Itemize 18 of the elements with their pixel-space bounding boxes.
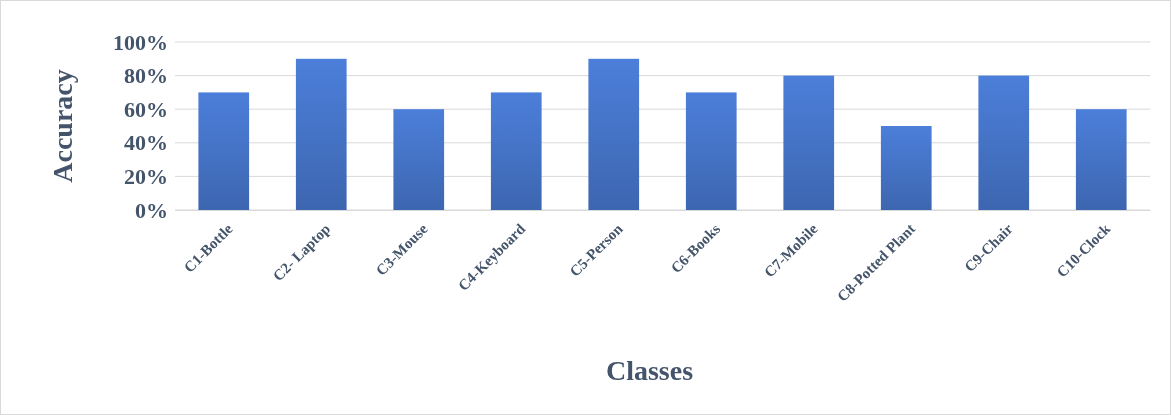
bar <box>783 75 835 210</box>
y-tick-label: 80% <box>124 63 168 89</box>
bar <box>295 58 347 210</box>
x-axis-title: Classes <box>605 355 694 386</box>
bar <box>1075 109 1127 210</box>
bar <box>393 109 445 210</box>
y-axis-title: Accuracy <box>47 69 78 183</box>
bar <box>588 58 640 210</box>
bar <box>198 92 250 210</box>
bar <box>880 126 932 210</box>
bar <box>685 92 737 210</box>
bar <box>490 92 542 210</box>
y-tick-label: 60% <box>124 96 168 122</box>
y-tick-label: 40% <box>124 130 168 156</box>
bar <box>978 75 1030 210</box>
y-tick-label: 0% <box>135 197 168 223</box>
y-tick-label: 20% <box>124 163 168 189</box>
y-tick-label: 100% <box>113 29 168 55</box>
